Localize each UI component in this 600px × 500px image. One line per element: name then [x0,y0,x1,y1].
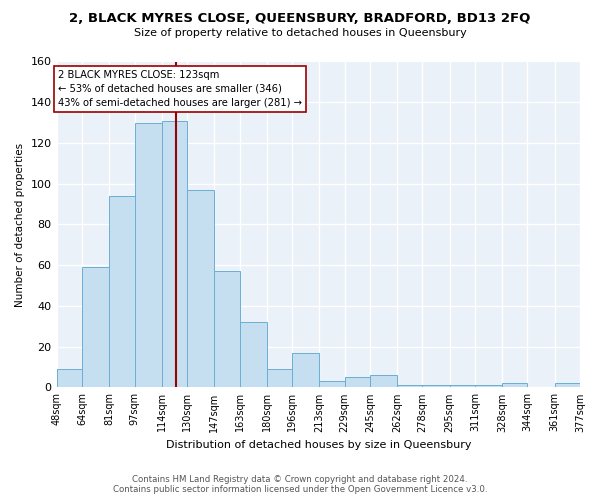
Bar [214,272,239,388]
Bar [554,384,580,388]
Bar [422,386,449,388]
Text: Size of property relative to detached houses in Queensbury: Size of property relative to detached ho… [134,28,466,38]
Bar [187,190,214,388]
X-axis label: Distribution of detached houses by size in Queensbury: Distribution of detached houses by size … [166,440,471,450]
Bar [319,382,344,388]
Bar [239,322,266,388]
Bar [475,386,502,388]
Bar [370,375,397,388]
Bar [56,369,82,388]
Bar [292,353,319,388]
Text: 2, BLACK MYRES CLOSE, QUEENSBURY, BRADFORD, BD13 2FQ: 2, BLACK MYRES CLOSE, QUEENSBURY, BRADFO… [70,12,530,26]
Y-axis label: Number of detached properties: Number of detached properties [15,142,25,306]
Text: Contains HM Land Registry data © Crown copyright and database right 2024.
Contai: Contains HM Land Registry data © Crown c… [113,474,487,494]
Bar [344,377,370,388]
Bar [266,369,292,388]
Bar [161,120,187,388]
Bar [134,122,161,388]
Text: 2 BLACK MYRES CLOSE: 123sqm
← 53% of detached houses are smaller (346)
43% of se: 2 BLACK MYRES CLOSE: 123sqm ← 53% of det… [58,70,302,108]
Bar [502,384,527,388]
Bar [109,196,134,388]
Bar [449,386,475,388]
Bar [397,386,422,388]
Bar [82,267,109,388]
